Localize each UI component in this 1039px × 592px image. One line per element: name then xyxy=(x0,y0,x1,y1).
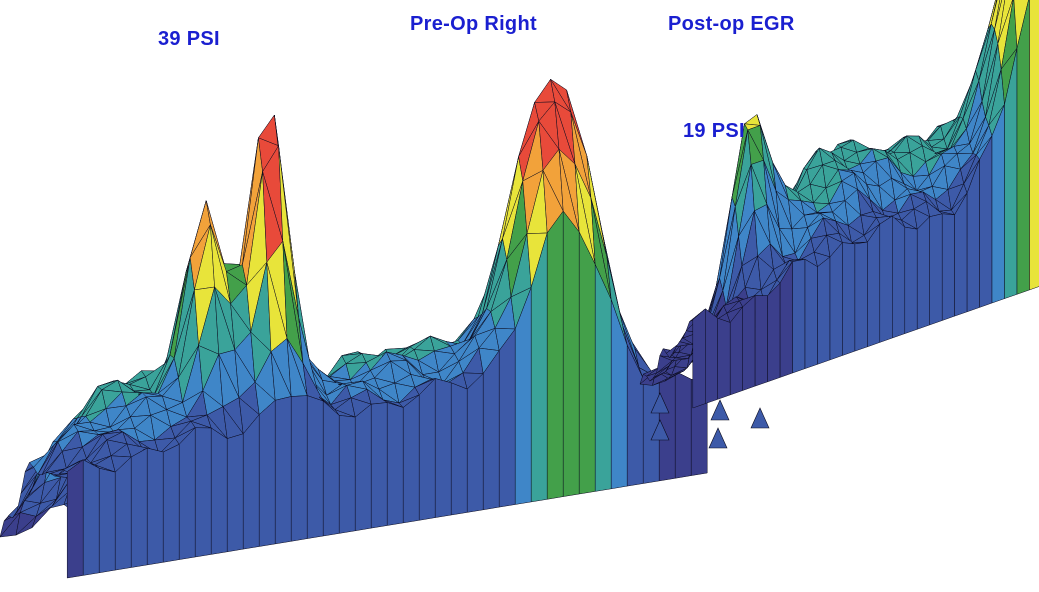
postop-skirt xyxy=(929,213,943,326)
postop-peak-label: 19 PSI xyxy=(683,120,745,142)
postop-skirt xyxy=(692,308,706,409)
postop-skirt xyxy=(705,308,718,404)
preop-skirt xyxy=(146,447,164,566)
preop-skirt xyxy=(130,447,148,568)
preop-skirt xyxy=(194,427,212,558)
preop-skirt xyxy=(178,427,196,560)
preop-title: Pre-Op Right xyxy=(410,13,537,35)
preop-skirt xyxy=(450,382,468,516)
postop-skirt xyxy=(879,215,893,343)
postop-surface xyxy=(639,0,1039,449)
postop-skirt xyxy=(742,295,756,391)
preop-skirt xyxy=(210,427,228,555)
preop-surface xyxy=(0,79,708,579)
preop-skirt xyxy=(114,456,132,571)
postop-skirt xyxy=(916,216,930,330)
preop-skirt xyxy=(562,210,580,497)
postop-stray-facet xyxy=(650,419,670,441)
postop-skirt xyxy=(817,256,831,365)
preop-skirt xyxy=(66,459,84,579)
preop-skirt xyxy=(98,467,116,574)
preop-skirt xyxy=(498,328,516,508)
preop-skirt xyxy=(466,372,484,513)
postop-skirt xyxy=(979,135,993,308)
postop-title: Post-op EGR xyxy=(668,13,795,35)
preop-skirt xyxy=(594,264,612,492)
postop-skirt xyxy=(1016,0,1030,295)
preop-skirt xyxy=(82,459,100,576)
preop-skirt xyxy=(322,400,340,537)
postop-skirt xyxy=(767,282,781,383)
preop-skirt xyxy=(386,402,404,526)
postop-skirt xyxy=(892,215,906,339)
preop-skirt xyxy=(578,231,596,495)
postop-skirt xyxy=(854,241,868,352)
preop-skirt xyxy=(482,349,500,511)
postop-skirt xyxy=(829,241,843,361)
postop-skirt xyxy=(867,223,881,348)
postop-skirt xyxy=(729,306,743,396)
postop-skirt xyxy=(954,192,968,317)
postop-stray-facet xyxy=(710,399,730,421)
preop-skirt xyxy=(370,402,388,529)
preop-skirt xyxy=(274,396,292,545)
preop-skirt xyxy=(418,377,436,521)
postop-stray-facet xyxy=(650,392,670,414)
postop-facet xyxy=(991,0,1001,30)
preop-skirt xyxy=(354,403,372,532)
postop-stray-facet xyxy=(750,407,770,429)
preop-skirt xyxy=(242,413,260,550)
postop-skirt xyxy=(904,226,918,334)
preop-skirt xyxy=(226,433,244,553)
preop-skirt xyxy=(674,370,692,479)
preop-skirt xyxy=(258,399,276,547)
preop-peak-label: 39 PSI xyxy=(158,28,220,50)
postop-stray-facet xyxy=(708,427,728,449)
preop-skirt xyxy=(402,394,420,524)
postop-facet xyxy=(987,0,997,30)
preop-skirt xyxy=(306,395,324,539)
postop-facet xyxy=(744,114,761,126)
preop-skirt xyxy=(546,210,564,500)
postop-skirt xyxy=(792,258,806,374)
postop-skirt xyxy=(804,258,818,369)
postop-skirt xyxy=(717,317,731,400)
postop-skirt xyxy=(941,213,955,321)
postop-skirt xyxy=(991,104,1005,304)
preop-skirt xyxy=(434,378,452,518)
postop-skirt xyxy=(842,242,856,356)
postop-skirt xyxy=(1029,0,1039,291)
preop-skirt xyxy=(162,443,180,563)
preop-skirt xyxy=(290,395,308,542)
postop-skirt xyxy=(754,295,768,387)
preop-skirt xyxy=(338,415,356,534)
